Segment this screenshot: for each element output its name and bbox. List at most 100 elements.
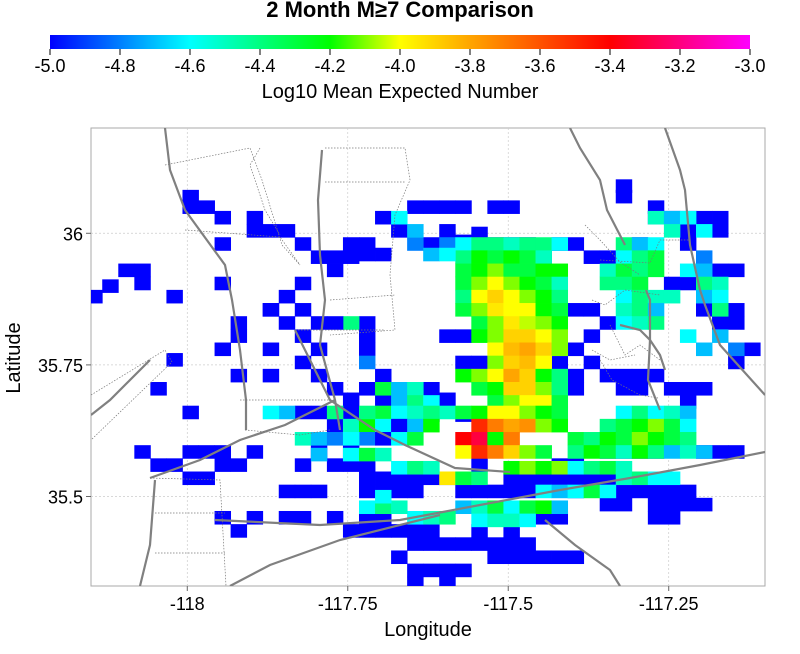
heatmap-cell (358, 500, 376, 515)
heatmap-cell (342, 418, 360, 433)
fault-line (138, 479, 157, 586)
heatmap-cell (615, 250, 633, 264)
heatmap-cell (182, 405, 199, 420)
heatmap-cell (695, 210, 713, 225)
heatmap-cell (118, 263, 135, 278)
heatmap-cell (407, 484, 424, 499)
heatmap-cell (342, 237, 360, 251)
heatmap-cell (310, 484, 328, 499)
heatmap-cell (487, 276, 504, 291)
heatmap-cell (679, 382, 697, 396)
heatmap-cell (728, 316, 745, 330)
heatmap-cell (535, 276, 552, 291)
colorbar-label: Log10 Mean Expected Number (262, 81, 539, 103)
heatmap-cell (535, 550, 552, 565)
heatmap-cell (391, 418, 408, 433)
heatmap-cell (294, 237, 312, 251)
heatmap-cell (294, 432, 312, 446)
fault-line (229, 513, 441, 586)
colorbar-tick-label: -4.8 (104, 56, 135, 76)
heatmap-cell (358, 355, 376, 370)
heatmap-cell (439, 405, 456, 420)
heatmap-cell (551, 471, 569, 486)
heatmap-cell (455, 537, 472, 551)
heatmap-cell (583, 329, 601, 343)
heatmap-cell (294, 484, 312, 499)
heatmap-cell (375, 382, 392, 396)
heatmap-cell (358, 237, 376, 251)
heatmap-cell (631, 432, 649, 446)
heatmap-cell (599, 368, 617, 383)
fault-line (149, 399, 336, 480)
heatmap-cell (519, 513, 536, 528)
heatmap-cell (278, 316, 296, 330)
heatmap-cell (519, 500, 536, 515)
heatmap-cell (423, 395, 440, 409)
heatmap-cell (214, 342, 232, 357)
heatmap-cell (712, 224, 729, 238)
heatmap-cell (439, 537, 456, 551)
heatmap-cell (391, 210, 408, 225)
heatmap-cell (503, 355, 520, 370)
heatmap-cell (535, 342, 552, 357)
y-tick-label: 35.75 (38, 356, 83, 376)
heatmap-cell (439, 392, 456, 407)
heatmap-cell (471, 471, 488, 486)
heatmap-cell (262, 405, 280, 420)
heatmap-cell (455, 237, 472, 251)
heatmap-cell (358, 447, 376, 462)
heatmap-cell (679, 497, 697, 512)
heatmap-cell (519, 418, 536, 433)
heatmap-cell (679, 418, 697, 433)
heatmap-cell (679, 329, 697, 343)
heatmap-cell (503, 405, 520, 420)
heatmap-cell (230, 458, 248, 472)
heatmap-cell (535, 289, 552, 304)
heatmap-cell (551, 276, 569, 291)
heatmap-cell (471, 537, 488, 551)
heatmap-cell (214, 458, 232, 472)
heatmap-cell (535, 355, 552, 370)
heatmap-cell (631, 484, 649, 499)
heatmap-cell (455, 250, 472, 264)
heatmap-cell (471, 316, 488, 330)
heatmap-cell (583, 355, 601, 370)
heatmap-cell (423, 237, 440, 251)
heatmap-cell (487, 513, 504, 528)
heatmap-cell (182, 445, 199, 459)
heatmap-cell (471, 418, 488, 433)
heatmap-cell (471, 226, 488, 241)
heatmap-cell (551, 342, 569, 357)
heatmap-cell (583, 303, 601, 317)
heatmap-cell (695, 497, 713, 512)
heatmap-cell (358, 471, 376, 486)
heatmap-cell (471, 484, 488, 499)
fault-trace (329, 294, 396, 301)
heatmap-cell (342, 447, 360, 462)
heatmap-cell (519, 250, 536, 264)
heatmap-cell (551, 303, 569, 317)
heatmap-cell (599, 263, 617, 278)
heatmap-cell (679, 395, 697, 409)
heatmap-cell (471, 329, 488, 343)
heatmap-cell (375, 447, 392, 462)
heatmap-cell (503, 276, 520, 291)
heatmap-cell (599, 497, 617, 512)
heatmap-cell (599, 484, 617, 499)
heatmap-cell (487, 550, 504, 565)
heatmap-cell (647, 445, 665, 459)
heatmap-cell (567, 550, 585, 565)
heatmap-cell (503, 471, 520, 486)
heatmap-cell (358, 342, 376, 357)
heatmap-cell (631, 250, 649, 264)
heatmap-cell (487, 329, 504, 343)
fault-line (214, 450, 765, 527)
heatmap-cell (487, 537, 504, 551)
heatmap-cell (503, 250, 520, 264)
heatmap-cell (326, 458, 344, 472)
heatmap-cell (631, 237, 649, 251)
heatmap-cell (198, 471, 215, 486)
heatmap-cell (663, 497, 681, 512)
x-tick-label: -117.25 (639, 594, 699, 614)
